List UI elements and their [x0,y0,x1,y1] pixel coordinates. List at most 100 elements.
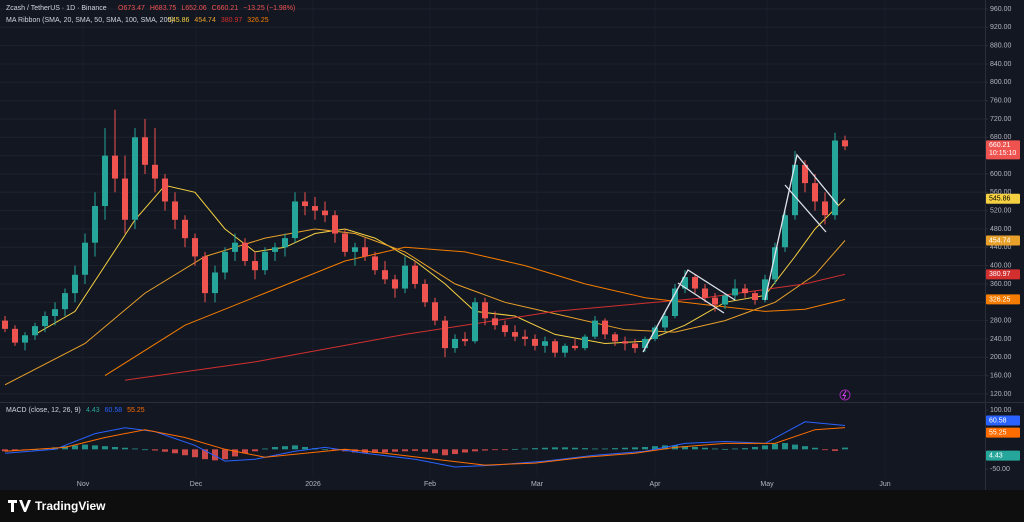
histogram-bar [772,443,778,450]
candle-body [592,320,598,337]
candle-body [822,201,828,216]
candle-body [202,256,208,294]
candle-body [812,183,818,202]
histogram-bar [242,449,248,454]
candle-body [282,238,288,248]
candle-body [92,206,98,243]
y-tick-label: 680.00 [990,134,1012,141]
candle-body [222,251,228,273]
candle-body [112,155,118,179]
price-tag-label: 55.25 [989,429,1007,436]
histogram-bar [102,446,108,450]
candle-body [72,274,78,294]
price-tag-label: 326.25 [989,296,1011,303]
candle-body [482,302,488,319]
candle-body [612,334,618,342]
candle-body [42,316,48,327]
price-tag [986,193,1020,204]
histogram-bar [442,449,448,456]
price-tag [986,269,1020,280]
flag-line [642,269,736,353]
histogram-bar [422,449,428,452]
histogram-bar [512,448,518,450]
histogram-bar [92,445,98,450]
grid: 960.00 920.00 880.00 840.00 800.00 760.00 720.… [0,5,1012,488]
brand[interactable]: TradingView [35,499,106,513]
histogram-bar [642,446,648,450]
histogram-bar [532,448,538,450]
price-tag-label: 4.43 [989,452,1003,459]
y-tick-label: 480.00 [990,226,1012,233]
x-tick-label: May [760,481,774,488]
histogram-bar [462,449,468,453]
alert-icon[interactable] [839,389,851,401]
candle-body [662,316,668,328]
histogram-bar [292,445,298,450]
legend-value: 55.25 [127,407,145,414]
histogram-bar [492,449,498,451]
footer-bar [0,490,1024,522]
ohlc-value: H683.75 [150,5,177,12]
candle-body [682,277,688,289]
y-tick-label: 760.00 [990,97,1012,104]
y-tick-label: 440.00 [990,244,1012,251]
candle-body [62,293,68,310]
histogram-bar [482,449,488,451]
histogram-bar [692,446,698,450]
plot [2,109,848,468]
histogram-bar [382,449,388,453]
candle-body [542,341,548,346]
candle-body [632,343,638,349]
price-tag [986,294,1020,305]
candle-body [752,293,758,300]
histogram-bar [612,448,618,450]
candle-body [292,201,298,239]
symbol: Zcash / TetherUS · 1D · Binance [6,5,107,12]
histogram-bar [412,449,418,451]
logo-icon[interactable] [8,500,31,512]
candle-body [272,247,278,252]
y-tick-label: 240.00 [990,336,1012,343]
histogram-bar [742,448,748,450]
histogram-bar [122,447,128,450]
alert-circle[interactable] [839,389,851,401]
candle-body [452,338,458,349]
candle-body [332,215,338,234]
candle-body [322,210,328,216]
candle-body [32,326,38,336]
logo[interactable]: TradingView [8,499,106,513]
candle-body [402,265,408,289]
candle-body [162,178,168,202]
ma-line [4,421,846,468]
histogram-bar [192,449,198,458]
current-price-tag [986,140,1020,160]
price-tag-label: 454.74 [989,237,1011,244]
ohlc-value: C660.21 [212,5,239,12]
histogram-bar [812,447,818,450]
histogram-bar [12,449,18,451]
candle-body [562,345,568,353]
candle-body [522,336,528,339]
histogram-bar [392,449,398,452]
y-tick-label: 120.00 [990,391,1012,398]
ohlc-value: L652.06 [181,5,206,12]
header-values: O673.47 H683.75 L652.06 C660.21 −13.25 (−1.9… [118,5,295,12]
candle-body [132,137,138,220]
candle-body [342,233,348,252]
histogram-bar [522,448,528,450]
candle-body [372,256,378,271]
candle-body [172,201,178,220]
countdown: 10:15:10 [989,150,1016,157]
candle-body [182,219,188,239]
candle-body [722,295,728,305]
histogram-bar [732,448,738,450]
y-tick-label: 560.00 [990,189,1012,196]
x-tick-label: 2026 [305,481,321,488]
candle-body [392,279,398,289]
price-tag-label: 545.86 [989,196,1011,203]
candle-body [82,242,88,275]
candle-body [802,164,808,184]
candle-body [762,279,768,300]
histogram-bar [552,447,558,450]
candle-body [492,318,498,326]
